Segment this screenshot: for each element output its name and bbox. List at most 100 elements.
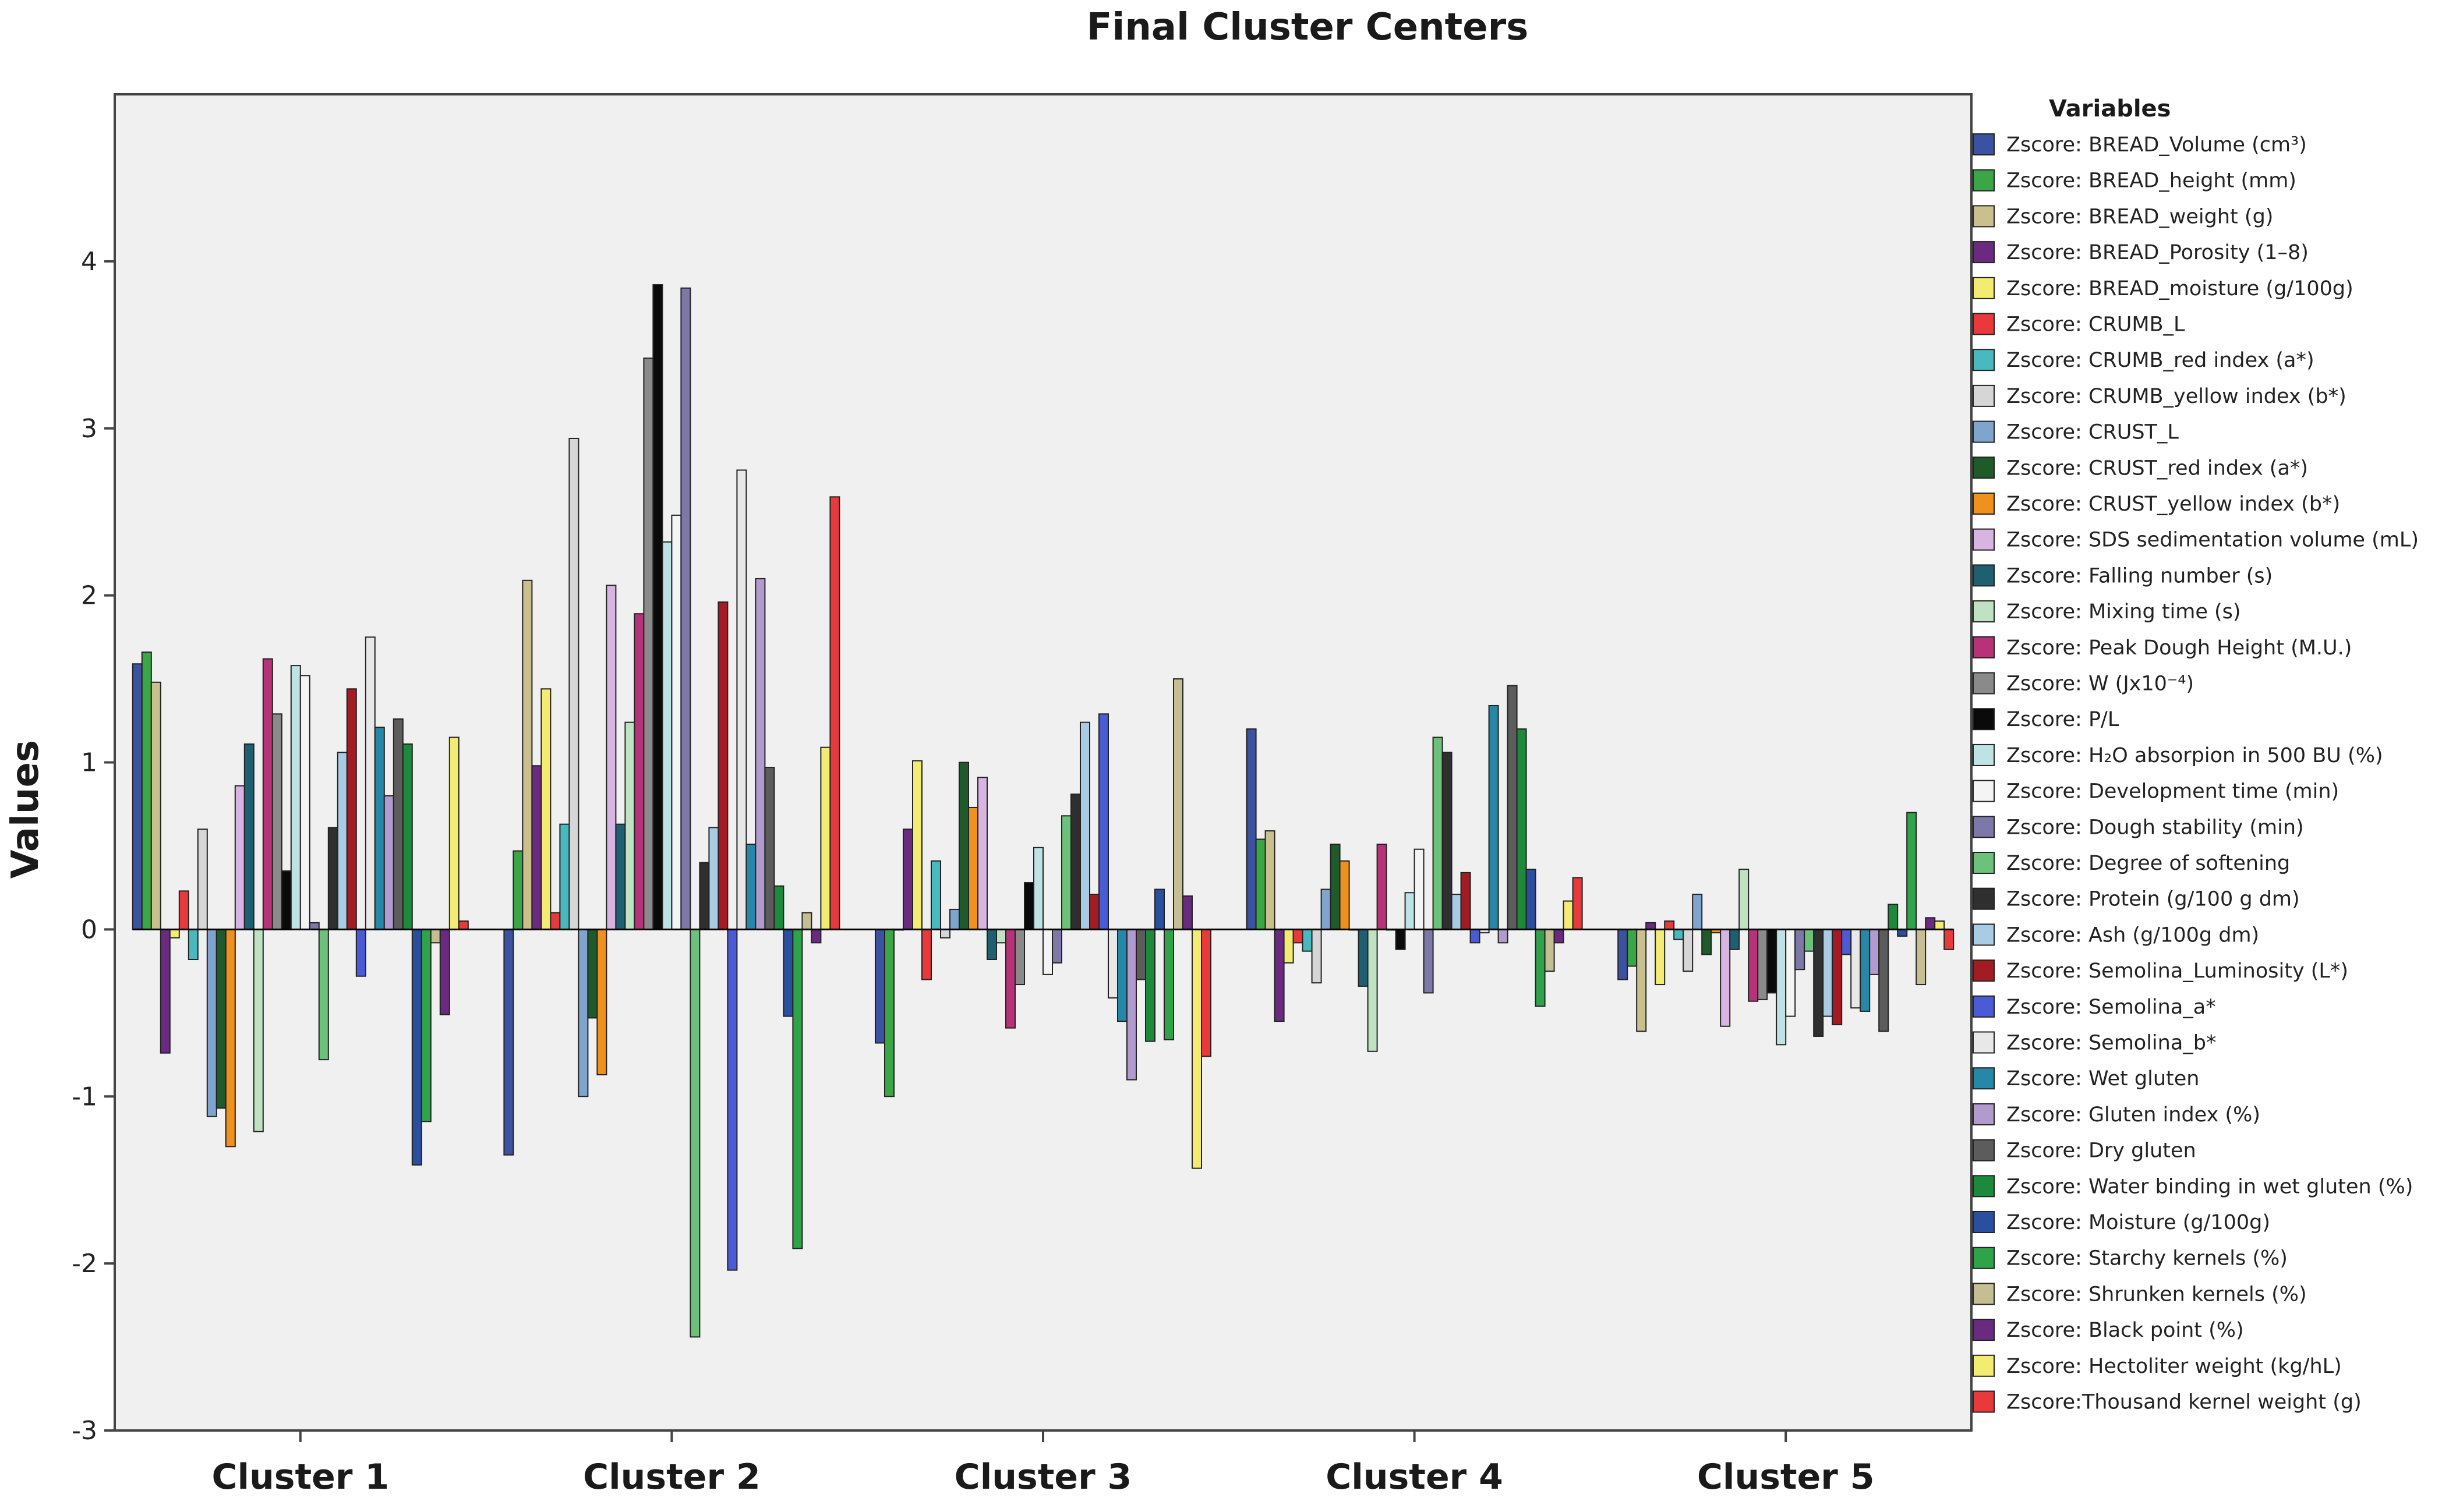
bar-cluster-5-var-29 (1878, 929, 1889, 1032)
bar-cluster-3-var-2 (884, 929, 895, 1097)
bar-cluster-2-var-19 (671, 514, 682, 930)
bar-cluster-3-var-33 (1173, 678, 1183, 930)
bar-cluster-3-var-31 (1154, 888, 1165, 930)
bar-cluster-1-var-32 (420, 929, 432, 1123)
bar-cluster-4-var-23 (1451, 894, 1462, 930)
x-tick-label: Cluster 4 (1326, 1457, 1503, 1497)
bar-cluster-5-var-32 (1906, 812, 1917, 930)
bar-cluster-5-var-36 (1943, 929, 1955, 950)
bar-cluster-5-var-28 (1869, 929, 1880, 975)
legend-swatch (1973, 1175, 1995, 1198)
legend-swatch (1973, 241, 1995, 264)
bar-cluster-3-var-23 (1080, 721, 1090, 930)
legend-swatch (1973, 313, 1995, 335)
bar-cluster-3-var-27 (1117, 929, 1128, 1022)
legend-entry: Zscore: Semolina_Luminosity (L*) (2006, 959, 2348, 983)
bar-cluster-3-var-10 (959, 762, 969, 930)
bar-cluster-2-var-34 (811, 929, 822, 944)
legend-swatch (1973, 743, 1995, 766)
legend-entry: Zscore: Gluten index (%) (2006, 1103, 2260, 1127)
legend-swatch (1973, 1103, 1995, 1125)
bar-cluster-2-var-8 (568, 437, 579, 930)
legend-swatch (1973, 205, 1995, 228)
y-tick-label: 2 (81, 581, 97, 611)
bar-cluster-4-var-10 (1330, 844, 1341, 930)
legend-swatch (1973, 816, 1995, 838)
legend-entry: Zscore:Thousand kernel weight (g) (2006, 1391, 2362, 1414)
bar-cluster-5-var-26 (1850, 929, 1861, 1009)
bar-cluster-5-var-30 (1888, 904, 1899, 930)
bar-cluster-2-var-3 (522, 579, 533, 930)
bar-cluster-1-var-11 (225, 929, 236, 1148)
bar-cluster-2-var-29 (764, 767, 775, 930)
bar-cluster-2-var-16 (643, 357, 654, 930)
bar-cluster-5-var-18 (1776, 929, 1787, 1046)
bar-cluster-4-var-35 (1563, 900, 1574, 930)
legend-entry: Zscore: Falling number (s) (2006, 564, 2273, 587)
bar-cluster-3-var-14 (996, 929, 1006, 944)
bar-cluster-1-var-30 (402, 743, 413, 930)
bar-cluster-3-var-7 (931, 860, 941, 930)
bar-cluster-4-var-4 (1274, 929, 1285, 1022)
x-tick-label: Cluster 2 (583, 1457, 761, 1497)
legend-swatch (1973, 995, 1995, 1018)
legend-entry: Zscore: Shrunken kernels (%) (2006, 1283, 2307, 1306)
bar-cluster-3-var-16 (1015, 929, 1025, 986)
legend-entry: Zscore: BREAD_height (mm) (2006, 169, 2296, 193)
legend-entry: Zscore: Semolina_b* (2006, 1032, 2217, 1055)
legend-swatch (1973, 636, 1995, 658)
bar-cluster-4-var-21 (1432, 736, 1443, 930)
bar-cluster-2-var-5 (540, 688, 552, 930)
legend-swatch (1973, 923, 1995, 946)
legend-entry: Zscore: Protein (g/100 g dm) (2006, 888, 2300, 911)
x-axis: Cluster 1 Cluster 2 Cluster 3 Cluster 4 Clus… (211, 1430, 1875, 1497)
bar-cluster-2-var-11 (596, 929, 607, 1075)
bar-cluster-1-var-22 (327, 827, 338, 930)
bar-cluster-2-var-6 (550, 912, 561, 930)
bar-cluster-5-var-2 (1627, 929, 1638, 967)
bar-cluster-1-var-1 (132, 663, 143, 930)
bar-cluster-3-var-30 (1145, 929, 1155, 1042)
bar-cluster-1-var-21 (318, 929, 329, 1061)
bar-cluster-3-var-5 (912, 760, 923, 930)
bar-cluster-5-var-15 (1748, 929, 1759, 1002)
bar-cluster-5-var-13 (1729, 929, 1740, 950)
bar-cluster-4-var-20 (1423, 929, 1434, 994)
legend-entry: Zscore: Wet gluten (2006, 1067, 2199, 1090)
bar-cluster-2-var-26 (736, 469, 747, 930)
legend-swatch (1973, 959, 1995, 982)
legend: Variables Zscore: BREAD_Volume (cm³) Zsco… (1973, 95, 2419, 1414)
legend-entry: Zscore: Dough stability (min) (2006, 816, 2304, 839)
bar-cluster-3-var-29 (1136, 929, 1146, 980)
legend-entry: Zscore: CRUMB_red index (a*) (2006, 349, 2314, 372)
bar-cluster-4-var-32 (1535, 929, 1546, 1007)
bar-cluster-2-var-9 (578, 929, 589, 1097)
bar-cluster-3-var-35 (1192, 929, 1202, 1169)
bar-cluster-1-var-26 (365, 636, 376, 930)
bar-cluster-4-var-14 (1367, 929, 1378, 1052)
bar-cluster-5-var-20 (1794, 929, 1805, 971)
bar-cluster-5-var-14 (1738, 869, 1750, 930)
bar-cluster-1-var-13 (243, 743, 255, 930)
legend-swatch (1973, 1139, 1995, 1162)
bar-cluster-5-var-35 (1934, 920, 1945, 930)
bar-cluster-4-var-28 (1497, 929, 1508, 944)
bar-cluster-1-var-36 (458, 920, 469, 930)
legend-swatch (1973, 456, 1995, 479)
bar-cluster-4-var-29 (1507, 685, 1518, 930)
bar-cluster-4-var-31 (1525, 869, 1536, 930)
bar-cluster-2-var-32 (792, 929, 803, 1249)
bar-cluster-5-var-33 (1916, 929, 1927, 986)
legend-entry: Zscore: Semolina_a* (2006, 996, 2216, 1019)
legend-entry: Zscore: Mixing time (s) (2006, 600, 2241, 624)
bar-cluster-5-var-19 (1785, 929, 1796, 1017)
bar-cluster-5-var-16 (1757, 929, 1768, 1000)
legend-entry: Zscore: Starchy kernels (%) (2006, 1247, 2288, 1270)
legend-entry: Zscore: SDS sedimentation volume (mL) (2006, 529, 2419, 552)
bar-cluster-4-var-33 (1544, 929, 1555, 972)
bar-cluster-2-var-28 (755, 578, 766, 930)
bar-cluster-5-var-22 (1813, 929, 1824, 1037)
legend-swatch (1973, 420, 1995, 443)
bar-cluster-4-var-17 (1395, 929, 1406, 950)
